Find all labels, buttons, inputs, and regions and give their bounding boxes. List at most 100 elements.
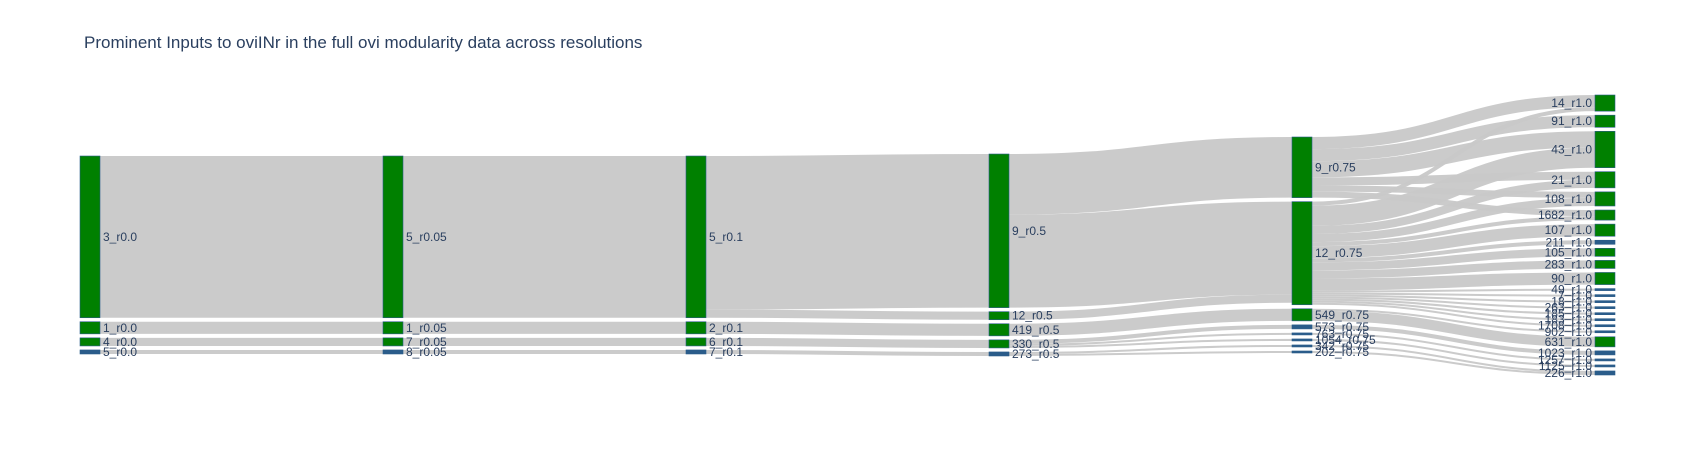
sankey-node-419_r0.5 xyxy=(988,323,1010,337)
sankey-link-549_r0.75-to-631_r1.0 xyxy=(1311,310,1596,347)
sankey-link-202_r0.75-to-226_r1.0 xyxy=(1311,350,1596,375)
sankey-link-1054_r0.75-to-1125_r1.0 xyxy=(1311,338,1596,367)
sankey-node-label-1125_r1.0: 1125_r1.0 xyxy=(1539,359,1592,373)
sankey-node-label-342_r0.75: 342_r0.75 xyxy=(1315,339,1369,353)
sankey-node-label-105_r1.0: 105_r1.0 xyxy=(1545,245,1593,259)
sankey-node-label-5_r0.0: 5_r0.0 xyxy=(103,345,137,359)
sankey-node-263_r1.0 xyxy=(1594,306,1616,309)
sankey-node-label-1_r0.0: 1_r0.0 xyxy=(103,321,137,335)
sankey-link-419_r0.5-to-549_r0.75 xyxy=(1008,308,1293,336)
nodes-layer xyxy=(79,94,1616,376)
sankey-link-273_r0.5-to-202_r0.75 xyxy=(1008,350,1293,356)
sankey-link-12_r0.5-to-12_r0.75 xyxy=(1008,294,1293,320)
sankey-node-763_r0.75 xyxy=(1291,332,1313,336)
sankey-link-549_r0.75-to-902_r1.0 xyxy=(1311,308,1596,333)
sankey-node-label-14_r1.0: 14_r1.0 xyxy=(1551,96,1592,110)
sankey-node-label-2_r0.1: 2_r0.1 xyxy=(709,321,743,335)
sankey-node-18_r1.0 xyxy=(1594,300,1616,303)
sankey-link-5_r0.1-to-12_r0.5 xyxy=(705,309,990,320)
sankey-node-label-5_r0.1: 5_r0.1 xyxy=(709,230,743,244)
sankey-link-330_r0.5-to-573_r0.75 xyxy=(1008,324,1293,344)
sankey-node-283_r1.0 xyxy=(1594,260,1616,269)
sankey-node-902_r1.0 xyxy=(1594,330,1616,334)
sankey-node-label-226_r1.0: 226_r1.0 xyxy=(1545,366,1593,380)
sankey-node-label-108_r1.0: 108_r1.0 xyxy=(1545,192,1593,206)
sankey-node-1682_r1.0 xyxy=(1594,209,1616,221)
sankey-node-label-9_r0.5: 9_r0.5 xyxy=(1012,224,1046,238)
sankey-link-12_r0.75-to-183_r1.0 xyxy=(1311,300,1596,321)
sankey-node-label-1023_r1.0: 1023_r1.0 xyxy=(1538,346,1592,360)
sankey-node-label-18_r1.0: 18_r1.0 xyxy=(1551,295,1592,309)
sankey-link-12_r0.75-to-43_r1.0 xyxy=(1311,147,1596,226)
sankey-node-label-283_r1.0: 283_r1.0 xyxy=(1545,257,1593,271)
sankey-node-label-91_r1.0: 91_r1.0 xyxy=(1551,114,1592,128)
sankey-node-1023_r1.0 xyxy=(1594,350,1616,356)
sankey-node-105_r1.0 xyxy=(1594,247,1616,257)
links-layer xyxy=(99,95,1596,375)
sankey-node-3_r0.0 xyxy=(79,155,101,319)
sankey-node-label-263_r1.0: 263_r1.0 xyxy=(1545,301,1593,315)
sankey-node-label-419_r0.5: 419_r0.5 xyxy=(1012,323,1060,337)
sankey-node-107_r1.0 xyxy=(1594,223,1616,237)
sankey-node-108_r1.0 xyxy=(1594,191,1616,207)
sankey-link-12_r0.75-to-14_r1.0 xyxy=(1311,107,1596,206)
sankey-node-label-1682_r1.0: 1682_r1.0 xyxy=(1538,208,1592,222)
sankey-node-label-7_r0.05: 7_r0.05 xyxy=(406,335,447,349)
sankey-link-12_r0.75-to-18_r1.0 xyxy=(1311,294,1596,303)
sankey-link-5_r0.1-to-9_r0.5 xyxy=(705,154,990,310)
sankey-link-9_r0.5-to-12_r0.75 xyxy=(1008,201,1293,308)
sankey-node-183_r1.0 xyxy=(1594,318,1616,322)
sankey-node-label-8_r0.05: 8_r0.05 xyxy=(406,345,447,359)
sankey-node-label-185_r1.0: 185_r1.0 xyxy=(1545,307,1593,321)
sankey-node-9_r0.75 xyxy=(1291,136,1313,198)
chart-title: Prominent Inputs to oviINr in the full o… xyxy=(84,33,643,52)
sankey-node-12_r0.75 xyxy=(1291,201,1313,306)
sankey-node-1_r0.0 xyxy=(79,321,101,335)
sankey-node-7_r0.1 xyxy=(685,349,707,355)
sankey-node-1_r0.05 xyxy=(382,321,404,335)
sankey-node-90_r1.0 xyxy=(1594,272,1616,285)
sankey-link-12_r0.75-to-211_r1.0 xyxy=(1311,240,1596,263)
sankey-link-2_r0.1-to-419_r0.5 xyxy=(705,321,990,336)
sankey-node-5_r0.1 xyxy=(685,155,707,319)
sankey-node-5_r0.0 xyxy=(79,349,101,355)
sankey-node-43_r1.0 xyxy=(1594,131,1616,168)
sankey-node-549_r0.75 xyxy=(1291,308,1313,322)
sankey-link-273_r0.5-to-342_r0.75 xyxy=(1008,344,1293,354)
sankey-link-12_r0.75-to-108_r1.0 xyxy=(1311,197,1596,243)
sankey-node-9_r0.5 xyxy=(988,153,1010,308)
sankey-link-330_r0.5-to-1054_r0.75 xyxy=(1008,338,1293,348)
sankey-node-202_r0.75 xyxy=(1291,350,1313,354)
sankey-node-5_r0.05 xyxy=(382,155,404,319)
sankey-node-211_r1.0 xyxy=(1594,239,1616,245)
sankey-node-91_r1.0 xyxy=(1594,114,1616,128)
sankey-node-342_r0.75 xyxy=(1291,344,1313,348)
sankey-node-label-202_r0.75: 202_r0.75 xyxy=(1315,345,1369,359)
sankey-node-7_r1.0 xyxy=(1594,294,1616,297)
sankey-node-label-90_r1.0: 90_r1.0 xyxy=(1551,272,1592,286)
sankey-node-14_r1.0 xyxy=(1594,94,1616,112)
sankey-link-763_r0.75-to-1257_r1.0 xyxy=(1311,332,1596,361)
sankey-link-12_r0.75-to-107_r1.0 xyxy=(1311,224,1596,259)
labels-layer: 3_r0.01_r0.04_r0.05_r0.05_r0.051_r0.057_… xyxy=(103,96,1592,380)
sankey-link-12_r0.75-to-90_r1.0 xyxy=(1311,272,1596,291)
sankey-node-label-1708_r1.0: 1708_r1.0 xyxy=(1538,319,1592,333)
sankey-node-330_r0.5 xyxy=(988,339,1010,349)
sankey-node-label-49_r1.0: 49_r1.0 xyxy=(1551,283,1592,297)
sankey-node-label-9_r0.75: 9_r0.75 xyxy=(1315,160,1356,174)
sankey-link-12_r0.75-to-185_r1.0 xyxy=(1311,298,1596,315)
sankey-link-12_r0.75-to-21_r1.0 xyxy=(1311,179,1596,234)
sankey-node-label-1257_r1.0: 1257_r1.0 xyxy=(1538,353,1592,367)
sankey-node-label-21_r1.0: 21_r1.0 xyxy=(1551,173,1592,187)
sankey-link-12_r0.75-to-105_r1.0 xyxy=(1311,248,1596,271)
sankey-node-label-3_r0.0: 3_r0.0 xyxy=(103,230,137,244)
sankey-node-573_r0.75 xyxy=(1291,324,1313,330)
sankey-node-4_r0.0 xyxy=(79,337,101,347)
sankey-node-6_r0.1 xyxy=(685,337,707,347)
sankey-node-label-7_r0.1: 7_r0.1 xyxy=(709,345,743,359)
sankey-node-label-7_r1.0: 7_r1.0 xyxy=(1558,289,1592,303)
sankey-node-label-5_r0.05: 5_r0.05 xyxy=(406,230,447,244)
sankey-node-1125_r1.0 xyxy=(1594,364,1616,368)
sankey-node-label-1054_r0.75: 1054_r0.75 xyxy=(1315,333,1376,347)
